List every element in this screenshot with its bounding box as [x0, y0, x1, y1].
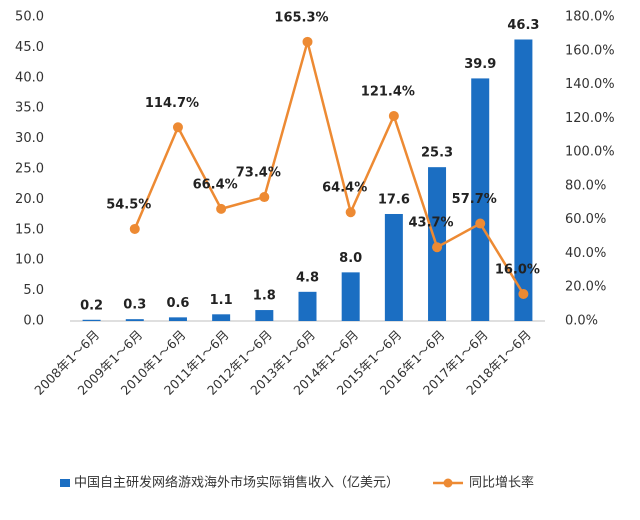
y-tick-label: 50.0 [15, 10, 44, 25]
y-tick-label: 40.0 [15, 70, 44, 85]
bar-value-label: 0.3 [123, 298, 146, 313]
line-value-label: 16.0% [495, 262, 540, 277]
bar-value-label: 4.8 [296, 270, 319, 285]
y2-tick-label: 160.0% [565, 43, 615, 58]
line-marker [302, 36, 313, 47]
line-marker [172, 122, 183, 133]
y-tick-label: 15.0 [15, 222, 44, 237]
bar-value-label: 0.2 [80, 298, 103, 313]
line-value-label: 73.4% [236, 166, 281, 181]
line-value-label: 165.3% [274, 10, 328, 25]
line-value-label: 121.4% [361, 84, 415, 99]
legend-label: 中国自主研发网络游戏海外市场实际销售收入（亿美元） [74, 475, 399, 491]
line-marker [259, 192, 270, 203]
y-tick-label: 0.0 [23, 314, 44, 329]
bar-value-label: 8.0 [339, 251, 362, 266]
line-value-label: 66.4% [193, 177, 238, 192]
line-value-label: 54.5% [106, 197, 151, 212]
bar [255, 310, 274, 321]
bar-value-label: 25.3 [421, 146, 453, 161]
y2-tick-label: 40.0% [565, 246, 606, 261]
line-value-label: 43.7% [408, 216, 453, 231]
line-marker [216, 203, 227, 214]
bar [514, 39, 533, 321]
legend-swatch [443, 478, 453, 488]
y2-tick-label: 140.0% [565, 77, 615, 92]
line-marker [475, 218, 486, 229]
bar [82, 319, 101, 321]
legend-swatch [60, 479, 70, 487]
line-value-label: 64.4% [322, 181, 367, 196]
bar-value-label: 0.6 [166, 296, 189, 311]
y2-tick-label: 20.0% [565, 280, 606, 295]
legend-label: 同比增长率 [469, 475, 534, 491]
line [133, 36, 525, 295]
bar [125, 319, 144, 321]
y2-tick-label: 80.0% [565, 178, 606, 193]
bar-value-label: 1.1 [210, 293, 233, 308]
bar [212, 314, 231, 321]
bar [471, 78, 490, 322]
y-tick-label: 45.0 [15, 40, 44, 55]
y2-tick-label: 180.0% [565, 10, 615, 25]
y-tick-label: 5.0 [23, 283, 44, 298]
bar-value-label: 17.6 [378, 192, 410, 207]
y2-tick-label: 100.0% [565, 145, 615, 160]
y2-tick-label: 120.0% [565, 111, 615, 126]
y-tick-label: 25.0 [15, 162, 44, 177]
bar [384, 213, 403, 321]
line-marker [345, 207, 356, 218]
y2-tick-label: 0.0% [565, 314, 598, 329]
bar-value-label: 46.3 [507, 18, 539, 33]
line-marker [388, 110, 399, 121]
y-tick-label: 35.0 [15, 101, 44, 116]
line-value-label: 57.7% [452, 192, 497, 207]
y-tick-label: 30.0 [15, 131, 44, 146]
y2-tick-label: 60.0% [565, 212, 606, 227]
line-value-label: 114.7% [145, 96, 199, 111]
line-marker [129, 223, 140, 234]
bar [298, 291, 317, 321]
bar [168, 317, 187, 321]
y-tick-label: 20.0 [15, 192, 44, 207]
bar [341, 272, 360, 321]
line-marker [518, 288, 529, 299]
bar-value-label: 1.8 [253, 289, 276, 304]
line-marker [432, 242, 443, 253]
bar-value-label: 39.9 [464, 57, 496, 72]
y-tick-label: 10.0 [15, 253, 44, 268]
